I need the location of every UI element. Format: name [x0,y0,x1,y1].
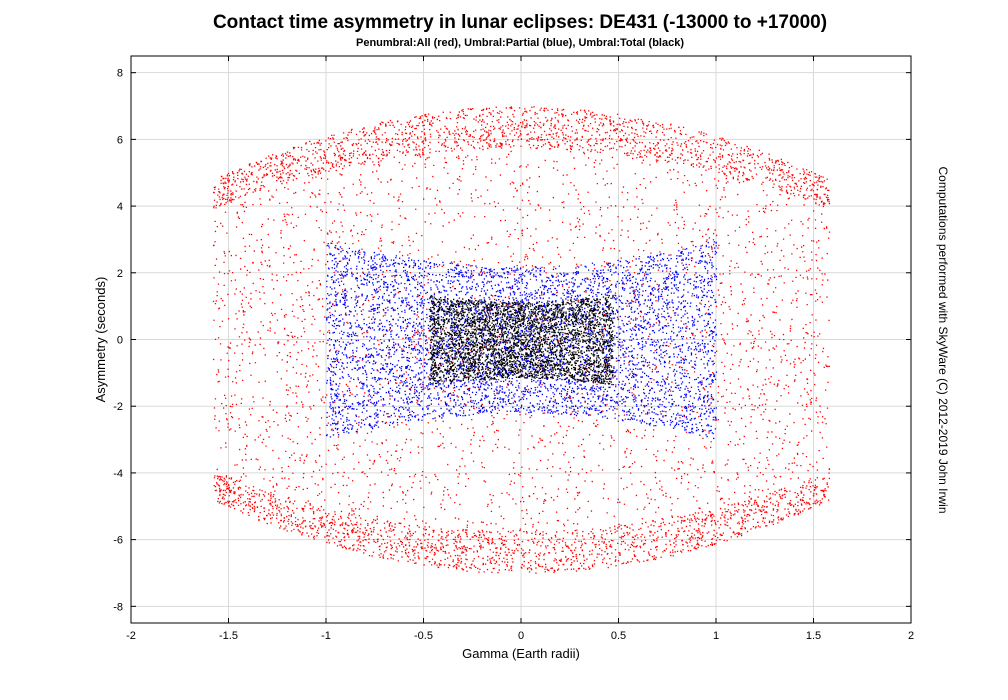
series-points [429,295,614,386]
data-points [212,106,831,574]
axis-ticks: -2 -1.5 -1 -0.5 0 0.5 1 1.5 2 -8 -6 -4 -2 0 2 4 6 8 [113,56,914,642]
x-tick-label: -0.5 [414,630,433,642]
x-tick-label: 0 [518,630,524,642]
x-tick-label: -2 [126,630,136,642]
y-tick-label: 0 [117,335,123,347]
y-axis-label: Asymmetry (seconds) [93,277,108,403]
y-tick-label: -8 [113,601,123,613]
series-points [212,106,831,574]
y-tick-label: -4 [113,468,123,480]
chart-title: Contact time asymmetry in lunar eclipses… [212,12,828,33]
y-tick-label: -2 [113,401,123,413]
x-tick-label: -1 [321,630,331,642]
y-tick-label: 4 [117,201,123,213]
x-tick-label: 1 [713,630,719,642]
grid [130,56,912,623]
series-penumbral-all [212,106,831,574]
chart-subtitle: Penumbral:All (red), Umbral:Partial (blu… [355,37,684,49]
x-tick-label: -1.5 [219,630,238,642]
y-tick-label: 6 [117,134,123,146]
credit-text: Computations performed with SkyWare (C) … [936,166,950,514]
y-tick-label: 8 [117,68,123,80]
x-tick-label: 1.5 [806,630,821,642]
y-tick-label: 2 [117,268,123,280]
x-tick-label: 2 [908,630,914,642]
series-umbral-total [429,295,614,386]
x-tick-label: 0.5 [611,630,626,642]
y-tick-label: -6 [113,535,123,547]
x-axis-label: Gamma (Earth radii) [462,646,580,661]
